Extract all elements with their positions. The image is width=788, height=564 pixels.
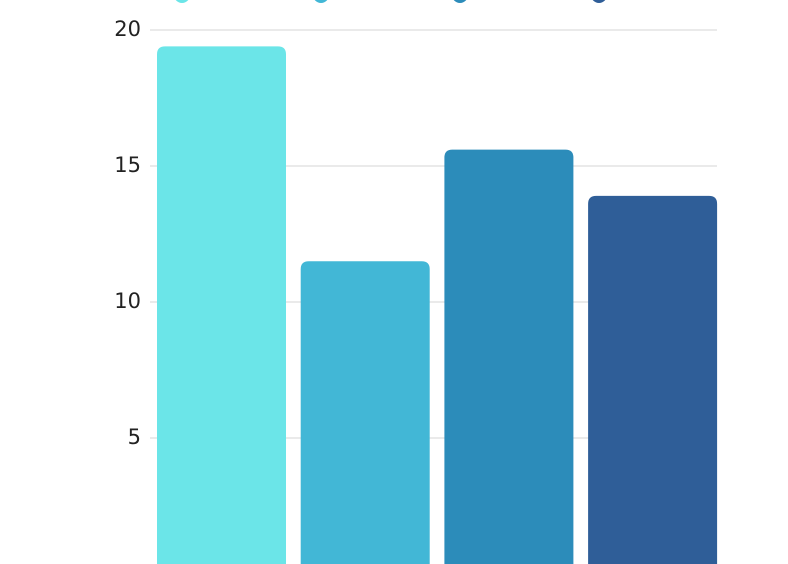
legend-marker	[453, 0, 467, 3]
legend-marker	[175, 0, 189, 3]
y-tick-label: 20	[114, 17, 141, 41]
legend-marker	[314, 0, 328, 3]
bar	[157, 46, 286, 564]
bar	[300, 261, 430, 564]
y-tick-label: 10	[114, 289, 141, 313]
bar	[588, 195, 718, 564]
legend-marker	[592, 0, 606, 3]
bar	[444, 149, 574, 564]
y-tick-label: 15	[114, 153, 141, 177]
y-tick-label: 5	[128, 425, 141, 449]
